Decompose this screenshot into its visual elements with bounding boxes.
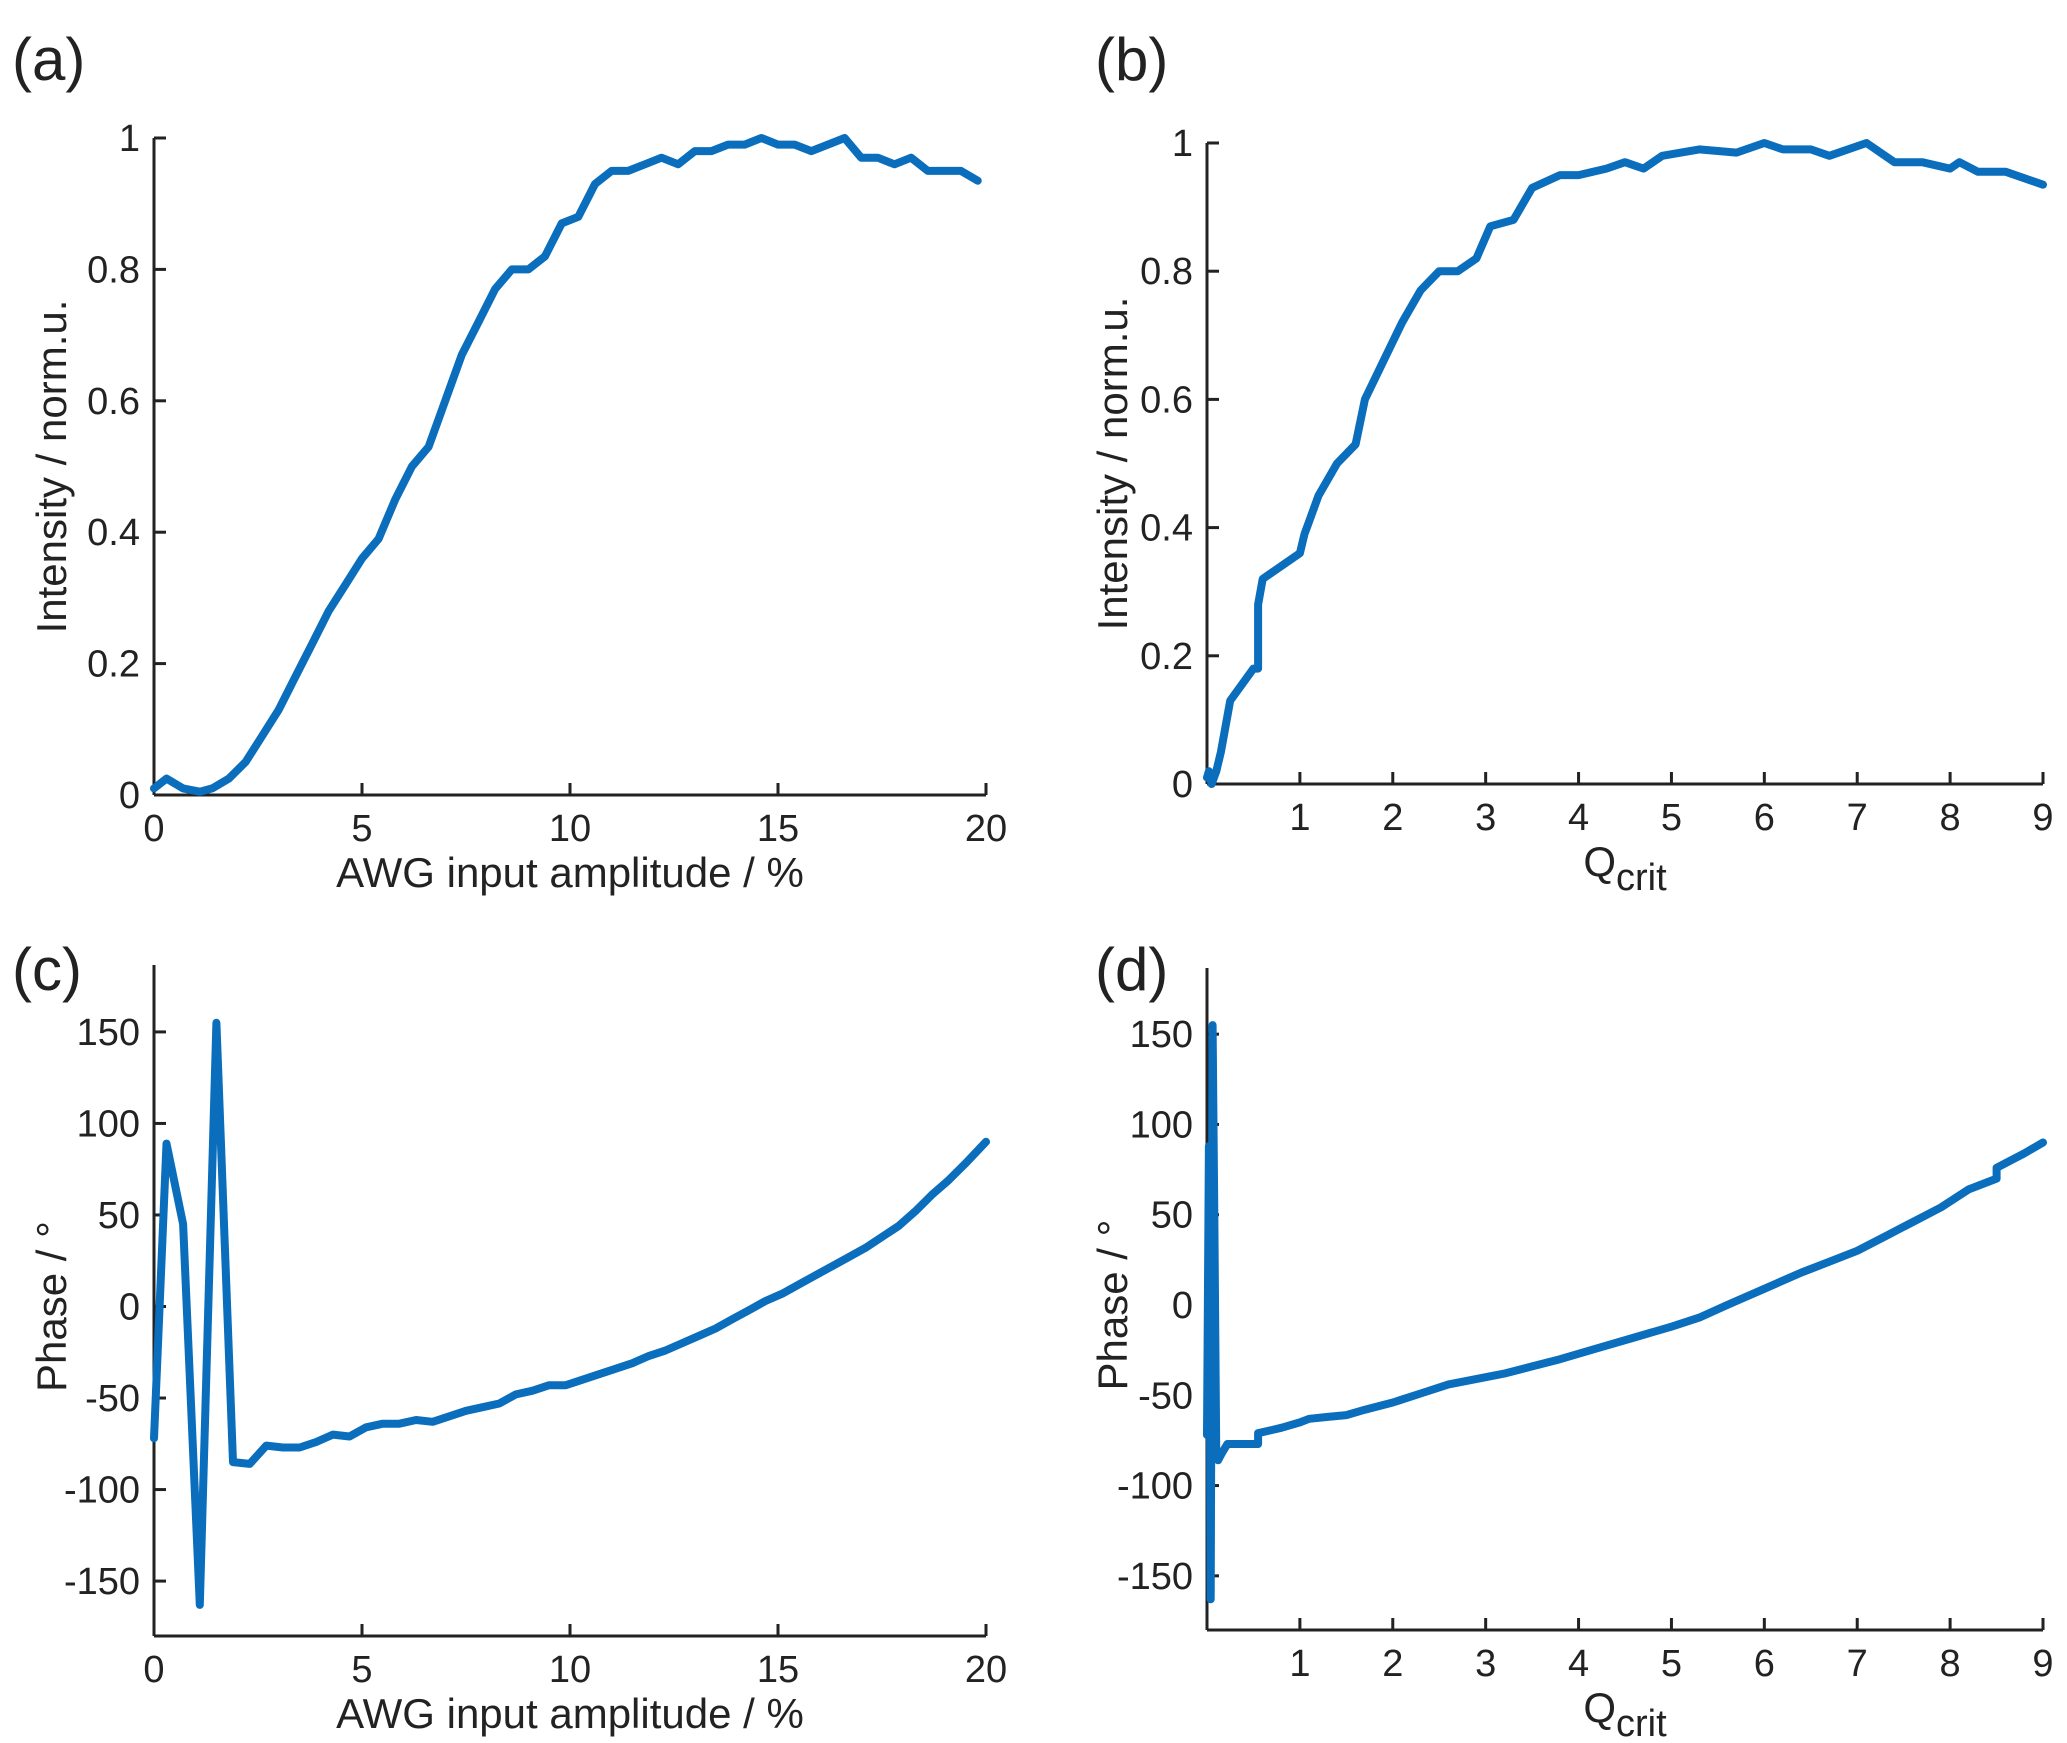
y-tick-label: 0.2 [1140, 636, 1193, 678]
y-tick-label: 0.4 [87, 512, 140, 554]
x-tick-label: 5 [351, 1649, 372, 1691]
x-axis-label: Qcrit [1583, 838, 1667, 899]
x-tick-label: 6 [1754, 797, 1775, 839]
y-tick-label: 0.8 [1140, 251, 1193, 293]
x-axis-label-main: AWG input amplitude / % [336, 849, 804, 896]
y-tick-label: 0 [1172, 764, 1193, 806]
y-tick-label: 1 [119, 118, 140, 160]
y-tick-label: 50 [1151, 1195, 1193, 1237]
x-axis-label: AWG input amplitude / % [336, 849, 804, 896]
panel-label: (c) [12, 936, 82, 1003]
panel-label: (a) [12, 26, 85, 93]
y-axis-label: Phase / ° [1089, 1220, 1136, 1391]
x-tick-label: 0 [143, 808, 164, 850]
x-axis-label-subscript: crit [1616, 1703, 1667, 1743]
x-tick-label: 15 [757, 808, 799, 850]
x-tick-label: 3 [1475, 797, 1496, 839]
y-tick-label: -150 [1117, 1556, 1193, 1598]
x-axis-label-subscript: crit [1616, 857, 1667, 899]
x-tick-label: 20 [965, 808, 1007, 850]
y-tick-label: 0.4 [1140, 508, 1193, 550]
x-tick-label: 10 [549, 1649, 591, 1691]
y-tick-label: 1 [1172, 123, 1193, 165]
y-tick-label: -100 [64, 1470, 140, 1512]
x-tick-label: 7 [1847, 797, 1868, 839]
x-tick-label: 1 [1289, 1643, 1310, 1685]
x-axis-label: Qcrit [1583, 1684, 1667, 1743]
x-axis-label-main: Q [1583, 838, 1616, 885]
y-tick-label: 150 [77, 1012, 140, 1054]
x-tick-label: 9 [2032, 797, 2053, 839]
x-axis-label-main: AWG input amplitude / % [336, 1690, 804, 1737]
y-axis-label: Phase / ° [28, 1221, 75, 1392]
x-tick-label: 0 [143, 1649, 164, 1691]
panel-d-phase-vs-qcrit: (d) -150 -100 -50 0 50 100 150 1 2 3 4 5 6 7 8 9 Qcrit Pha… [1089, 936, 2054, 1743]
x-tick-label: 7 [1847, 1643, 1868, 1685]
series-line [1203, 139, 2047, 788]
y-tick-label: -50 [1138, 1375, 1193, 1417]
y-tick-label: 0 [1172, 1285, 1193, 1327]
x-tick-label: 5 [351, 808, 372, 850]
y-tick-label: -100 [1117, 1466, 1193, 1508]
panel-c-phase-vs-amplitude: (c) -150 -100 -50 0 50 100 150 0 5 10 15 20 AWG input… [12, 936, 1007, 1737]
y-tick-label: 0.6 [87, 381, 140, 423]
x-tick-label: 6 [1754, 1643, 1775, 1685]
panel-label: (d) [1095, 936, 1168, 1003]
y-tick-label: -50 [85, 1378, 140, 1420]
x-axis-label: AWG input amplitude / % [336, 1690, 804, 1737]
x-tick-label: 2 [1382, 1643, 1403, 1685]
x-tick-label: 20 [965, 1649, 1007, 1691]
x-tick-label: 5 [1661, 797, 1682, 839]
y-axis-label: Intensity / norm.u. [1089, 297, 1136, 631]
y-tick-label: 0.8 [87, 249, 140, 291]
x-tick-label: 15 [757, 1649, 799, 1691]
y-tick-label: 0 [119, 775, 140, 817]
panel-label: (b) [1095, 26, 1168, 93]
x-tick-label: 3 [1475, 1643, 1496, 1685]
x-tick-label: 8 [1940, 797, 1961, 839]
y-tick-label: 150 [1130, 1014, 1193, 1056]
y-tick-label: 0.2 [87, 644, 140, 686]
x-tick-label: 9 [2032, 1643, 2053, 1685]
x-tick-label: 5 [1661, 1643, 1682, 1685]
y-tick-label: 100 [77, 1103, 140, 1145]
y-tick-label: 0 [119, 1287, 140, 1329]
x-tick-label: 4 [1568, 797, 1589, 839]
x-tick-label: 2 [1382, 797, 1403, 839]
y-tick-label: 100 [1130, 1104, 1193, 1146]
panel-b-intensity-vs-qcrit: (b) 0 0.2 0.4 0.6 0.8 1 1 2 3 4 5 6 7 8 9 Qcrit Intensity… [1089, 26, 2054, 899]
series-line [150, 134, 982, 796]
y-tick-label: -150 [64, 1561, 140, 1603]
x-tick-label: 10 [549, 808, 591, 850]
x-tick-label: 4 [1568, 1643, 1589, 1685]
x-axis-label-main: Q [1583, 1684, 1616, 1731]
x-tick-label: 8 [1940, 1643, 1961, 1685]
y-axis-label: Intensity / norm.u. [28, 300, 75, 634]
y-tick-label: 50 [98, 1195, 140, 1237]
series-line [150, 1018, 990, 1609]
x-tick-label: 1 [1289, 797, 1310, 839]
y-tick-label: 0.6 [1140, 379, 1193, 421]
series-line [1203, 1021, 2047, 1604]
